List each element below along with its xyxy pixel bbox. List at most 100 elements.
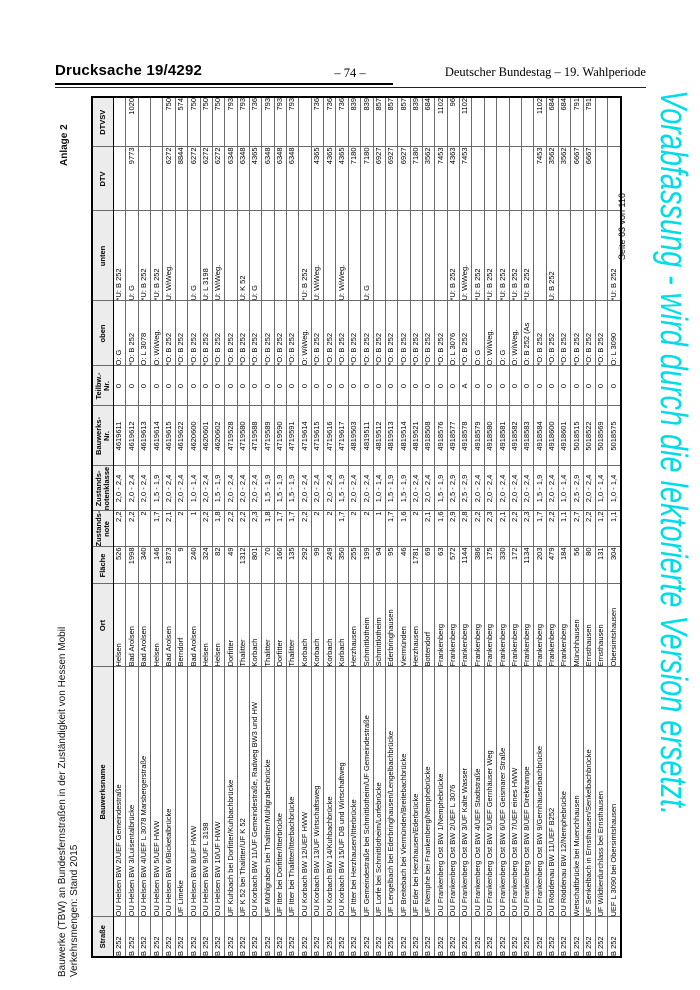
cell-flaeche: 94 xyxy=(373,547,386,584)
cell-unten: U: L 3198 xyxy=(200,211,213,301)
cell-flaeche: 95 xyxy=(385,547,398,584)
cell-dtv: 7180 xyxy=(360,147,374,211)
anlage-label: Anlage 2 xyxy=(59,124,70,166)
cell-unten xyxy=(595,211,608,301)
cell-bauwerksname: OU Helsen BW 5/UEF HWW xyxy=(150,667,163,917)
cell-dtvsv: 736 xyxy=(335,97,349,147)
cell-flaeche: 340 xyxy=(138,547,151,584)
cell-bauwerks_nr: 4918578 xyxy=(459,406,472,466)
cell-flaeche: 526 xyxy=(113,547,126,584)
cell-zustandsnotenklasse: 1,5 - 1,9 xyxy=(385,466,398,511)
cell-dtvsv: 793 xyxy=(274,97,287,147)
cell-bauwerks_nr: 4719580 xyxy=(237,406,250,466)
cell-bauwerks_nr: 4819503 xyxy=(348,406,361,466)
cell-bauwerks_nr: 4719616 xyxy=(323,406,336,466)
cell-oben: *O: B 252 xyxy=(286,301,299,366)
cell-bauwerks_nr: 4819514 xyxy=(397,406,411,466)
cell-zustandsnote: 2,2 xyxy=(237,511,250,547)
cell-unten xyxy=(558,211,571,301)
table-row: B 252 UF Breitebach bei Viermünden/Breite… xyxy=(397,97,411,957)
cell-strasse: B 252 xyxy=(607,917,621,957)
table-row: B 252 UF K 52 bei Thalitter/UF K 52 Thalit… xyxy=(237,97,250,957)
cell-zustandsnotenklasse: 2,0 - 2,4 xyxy=(249,466,262,511)
table-row: B 252 UF Kuhbach bei Dorfitter/Kuhbachbrü… xyxy=(224,97,238,957)
cell-bauwerksname: UF Itter bei Herzhausen/Itterbrücke xyxy=(348,667,361,917)
cell-oben: *O: B 252 xyxy=(533,301,547,366)
cell-zustandsnotenklasse: 2,5 - 2,9 xyxy=(570,466,584,511)
cell-ort: Ernsthausen xyxy=(583,584,596,667)
cell-ort: Ederbringhausen xyxy=(385,584,398,667)
table-row: B 252 UF Lengelbach bei Ederbringhausen/L… xyxy=(385,97,398,957)
cell-dtvsv: 791 xyxy=(583,97,596,147)
cell-flaeche: 82 xyxy=(212,547,225,584)
cell-ort: Frankenberg xyxy=(434,584,448,667)
cell-bauwerks_nr: 5018575 xyxy=(607,406,621,466)
cell-bauwerksname: UF Wildtierdurchlass bei Ernsthausen xyxy=(595,667,608,917)
cell-oben: O: G xyxy=(496,301,509,366)
cell-oben: *O: B 252 xyxy=(570,301,584,366)
cell-bauwerksname: OU Frankenberg Ost BW 9/Gernhäuserbachbr… xyxy=(533,667,547,917)
cell-unten: *U: B 252 xyxy=(521,211,534,301)
cell-unten xyxy=(385,211,398,301)
cell-bauwerks_nr: 4918577 xyxy=(447,406,460,466)
cell-oben: O: L 3076 xyxy=(447,301,460,366)
cell-zustandsnote: 2,2 xyxy=(200,511,213,547)
column-header-dtv: DTV xyxy=(92,147,114,211)
cell-strasse: B 252 xyxy=(286,917,299,957)
cell-dtvsv xyxy=(521,97,534,147)
cell-dtvsv: 736 xyxy=(311,97,324,147)
cell-zustandsnotenklasse: 2,0 - 2,4 xyxy=(484,466,497,511)
cell-strasse: B 252 xyxy=(138,917,151,957)
cell-zustandsnotenklasse: 2,0 - 2,4 xyxy=(360,466,374,511)
cell-oben: *O: B 252 xyxy=(360,301,374,366)
cell-bauwerksname: UF K 52 bei Thalitter/UF K 52 xyxy=(237,667,250,917)
cell-teilbw_nr: 0 xyxy=(410,366,423,406)
cell-zustandsnote: 1,7 xyxy=(150,511,163,547)
cell-flaeche: 292 xyxy=(298,547,312,584)
cell-zustandsnote: 2 xyxy=(311,511,324,547)
cell-bauwerks_nr: 4819512 xyxy=(373,406,386,466)
cell-strasse: B 252 xyxy=(546,917,559,957)
table-row: B 252 UF Nemphe bei Frankenberg/Nemphebrü… xyxy=(422,97,435,957)
cell-unten: U: G xyxy=(249,211,262,301)
cell-dtv: 3562 xyxy=(558,147,571,211)
cell-strasse: B 252 xyxy=(471,917,485,957)
cell-strasse: B 252 xyxy=(125,917,139,957)
cell-teilbw_nr: 0 xyxy=(360,366,374,406)
cell-oben: *O: B 252 xyxy=(422,301,435,366)
table-row: B 252 OU Korbach BW 12/UEF HWW Korbach 292 2… xyxy=(298,97,312,957)
cell-unten: *U: B 252 xyxy=(113,211,126,301)
cell-dtvsv xyxy=(298,97,312,147)
cell-zustandsnotenklasse: 2,0 - 2,4 xyxy=(175,466,188,511)
rotated-table-area: Straße Bauwerksname Ort Fläche Zustands-note… xyxy=(91,96,622,958)
cell-strasse: B 252 xyxy=(249,917,262,957)
cell-teilbw_nr: 0 xyxy=(237,366,250,406)
column-header-strasse: Straße xyxy=(92,917,114,957)
cell-ort: Korbach xyxy=(311,584,324,667)
cell-dtvsv: 736 xyxy=(249,97,262,147)
cell-dtv xyxy=(496,147,509,211)
cell-dtvsv: 684 xyxy=(558,97,571,147)
table-row: B 252 OU Helsen BW 8/UF HWW Bad Arolsen 240… xyxy=(187,97,201,957)
cell-zustandsnote: 1,7 xyxy=(286,511,299,547)
cell-dtvsv: 750 xyxy=(162,97,176,147)
cell-oben: O: B 252 (As xyxy=(521,301,534,366)
cell-ort: Frankenberg xyxy=(509,584,522,667)
cell-oben: O: WiWeg. xyxy=(484,301,497,366)
cell-zustandsnotenklasse: 2,0 - 2,4 xyxy=(509,466,522,511)
cell-bauwerks_nr: 4918576 xyxy=(434,406,448,466)
table-row: B 252 OU Helsen BW 9/UF L 3198 Helsen 324 2,… xyxy=(200,97,213,957)
cell-bauwerks_nr: 4918584 xyxy=(533,406,547,466)
cell-zustandsnotenklasse: 1,0 - 1,4 xyxy=(373,466,386,511)
cell-zustandsnotenklasse: 2,0 - 2,4 xyxy=(410,466,423,511)
cell-ort: Frankenberg xyxy=(496,584,509,667)
cell-oben: *O: B 252 xyxy=(410,301,423,366)
cell-flaeche: 350 xyxy=(335,547,349,584)
cell-dtv: 8844 xyxy=(175,147,188,211)
cell-teilbw_nr: 0 xyxy=(274,366,287,406)
cell-zustandsnote: 2,9 xyxy=(447,511,460,547)
cell-zustandsnotenklasse: 2,0 - 2,4 xyxy=(323,466,336,511)
cell-flaeche: 99 xyxy=(311,547,324,584)
cell-dtv: 6667 xyxy=(583,147,596,211)
cell-oben: O: WiWeg. xyxy=(150,301,163,366)
